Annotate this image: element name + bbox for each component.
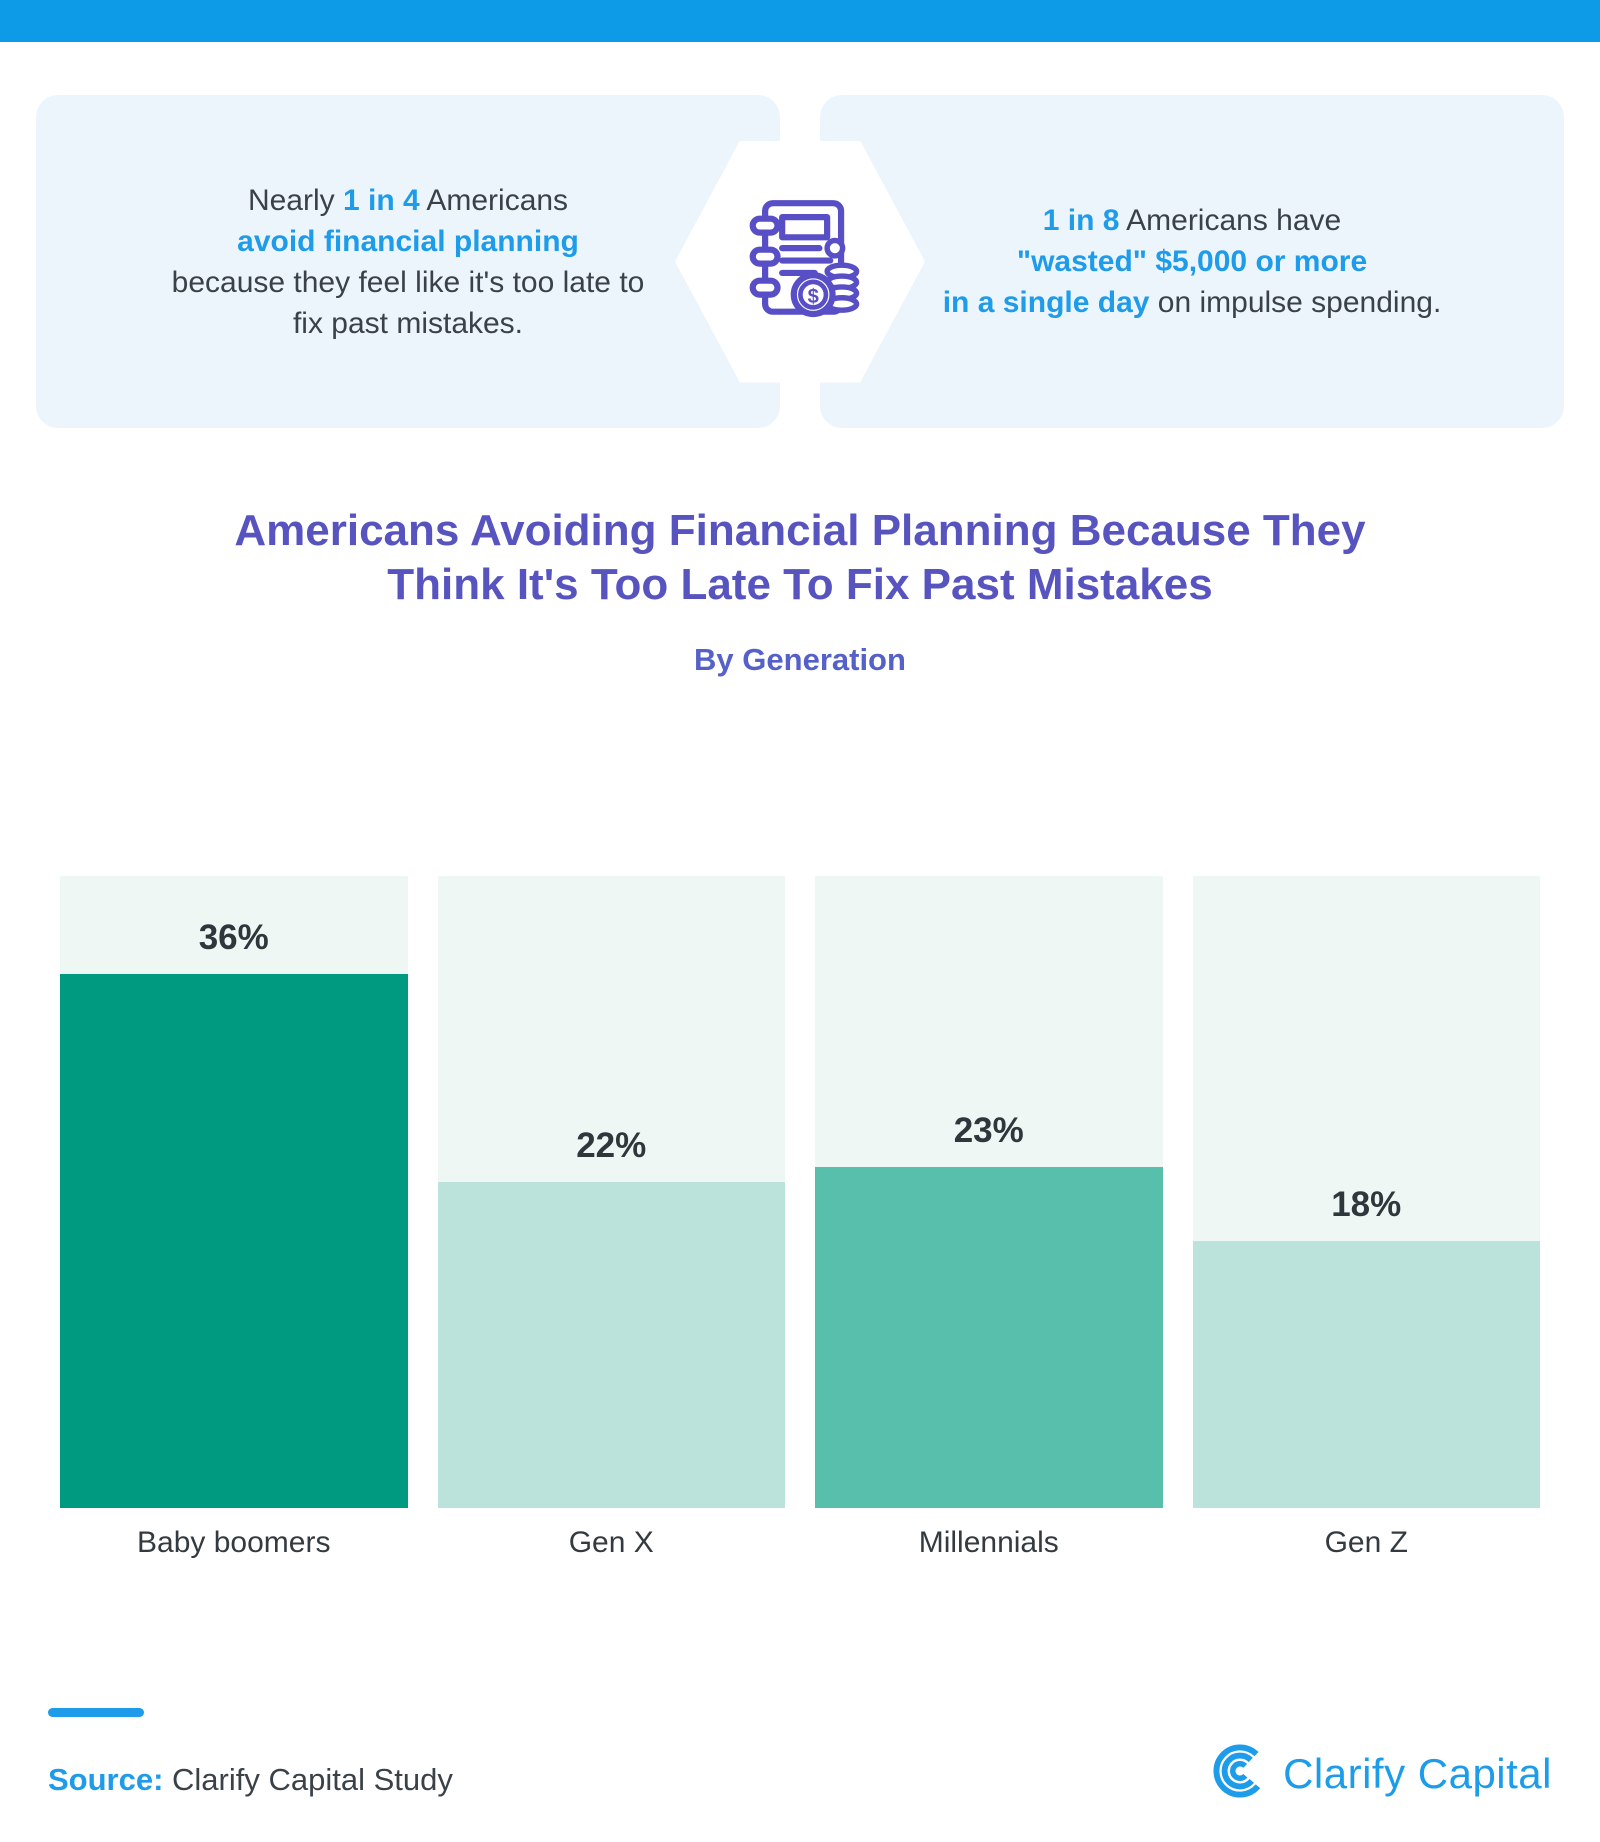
category-label: Baby boomers — [137, 1526, 331, 1559]
stat-callout-right: 1 in 8 Americans have "wasted" $5,000 or… — [820, 95, 1564, 428]
bar-track: 22% — [437, 876, 785, 1508]
bar-column-gen-z: 18% Gen Z — [1192, 876, 1540, 1560]
category-label: Millennials — [918, 1526, 1059, 1559]
finance-notebook-coins-icon: $ — [734, 197, 866, 326]
text-segment-accent: 1 in 4 — [342, 183, 420, 217]
text-segment: because they feel like it's too late to … — [171, 265, 645, 340]
bar — [437, 1181, 785, 1508]
bar-track: 18% — [1192, 876, 1540, 1508]
stat-callout-left: Nearly 1 in 4 Americans avoid financial … — [36, 95, 780, 428]
stat-callout-left-text: Nearly 1 in 4 Americans avoid financial … — [153, 180, 663, 344]
category-label: Gen X — [568, 1526, 654, 1559]
source-label: Source: — [48, 1762, 164, 1797]
clarify-capital-logo-text: Clarify Capital — [1283, 1749, 1552, 1797]
clarify-capital-logo-mark-icon — [1211, 1742, 1269, 1805]
bar-value-label: 36% — [198, 917, 269, 957]
bar — [1192, 1240, 1540, 1508]
chart-title: Americans Avoiding Financial Planning Be… — [210, 504, 1390, 612]
clarify-capital-logo: Clarify Capital — [1211, 1742, 1552, 1805]
bar-track: 23% — [815, 876, 1163, 1508]
text-segment: Americans have — [1119, 204, 1342, 237]
svg-text:$: $ — [808, 286, 819, 308]
source-line: Source: Clarify Capital Study — [48, 1762, 453, 1798]
top-accent-bar — [0, 0, 1600, 42]
bar-chart: 36% Baby boomers 22% Gen X 23% Millennia… — [60, 876, 1540, 1560]
text-segment: Americans — [419, 183, 569, 217]
source-divider — [48, 1708, 144, 1717]
bar-track: 36% — [60, 876, 408, 1508]
text-segment-accent: in a single day — [942, 286, 1150, 319]
text-segment-accent: avoid financial planning — [237, 224, 579, 258]
stat-callout-right-text: 1 in 8 Americans have "wasted" $5,000 or… — [943, 200, 1442, 323]
bar — [60, 973, 408, 1508]
bar-column-millennials: 23% Millennials — [815, 876, 1163, 1560]
bar-column-baby-boomers: 36% Baby boomers — [60, 876, 408, 1560]
category-label: Gen Z — [1324, 1526, 1408, 1559]
text-segment: on impulse spending. — [1149, 286, 1442, 319]
bar-value-label: 18% — [1331, 1184, 1402, 1224]
text-segment-accent: "wasted" $5,000 or more — [1016, 245, 1368, 278]
chart-heading: Americans Avoiding Financial Planning Be… — [0, 504, 1600, 678]
chart-subtitle: By Generation — [694, 642, 906, 677]
source-text: Clarify Capital Study — [163, 1762, 453, 1797]
bar-value-label: 22% — [576, 1125, 647, 1165]
chart-title-line2: Think It's Too Late To Fix Past Mistakes — [387, 560, 1213, 609]
bar-column-gen-x: 22% Gen X — [437, 876, 785, 1560]
text-segment-accent: 1 in 8 — [1042, 204, 1120, 237]
bar — [815, 1166, 1163, 1508]
chart-title-line1: Americans Avoiding Financial Planning Be… — [234, 506, 1366, 555]
text-segment: Nearly — [247, 183, 343, 217]
bar-value-label: 23% — [953, 1110, 1024, 1150]
stat-callouts: Nearly 1 in 4 Americans avoid financial … — [36, 95, 1564, 428]
